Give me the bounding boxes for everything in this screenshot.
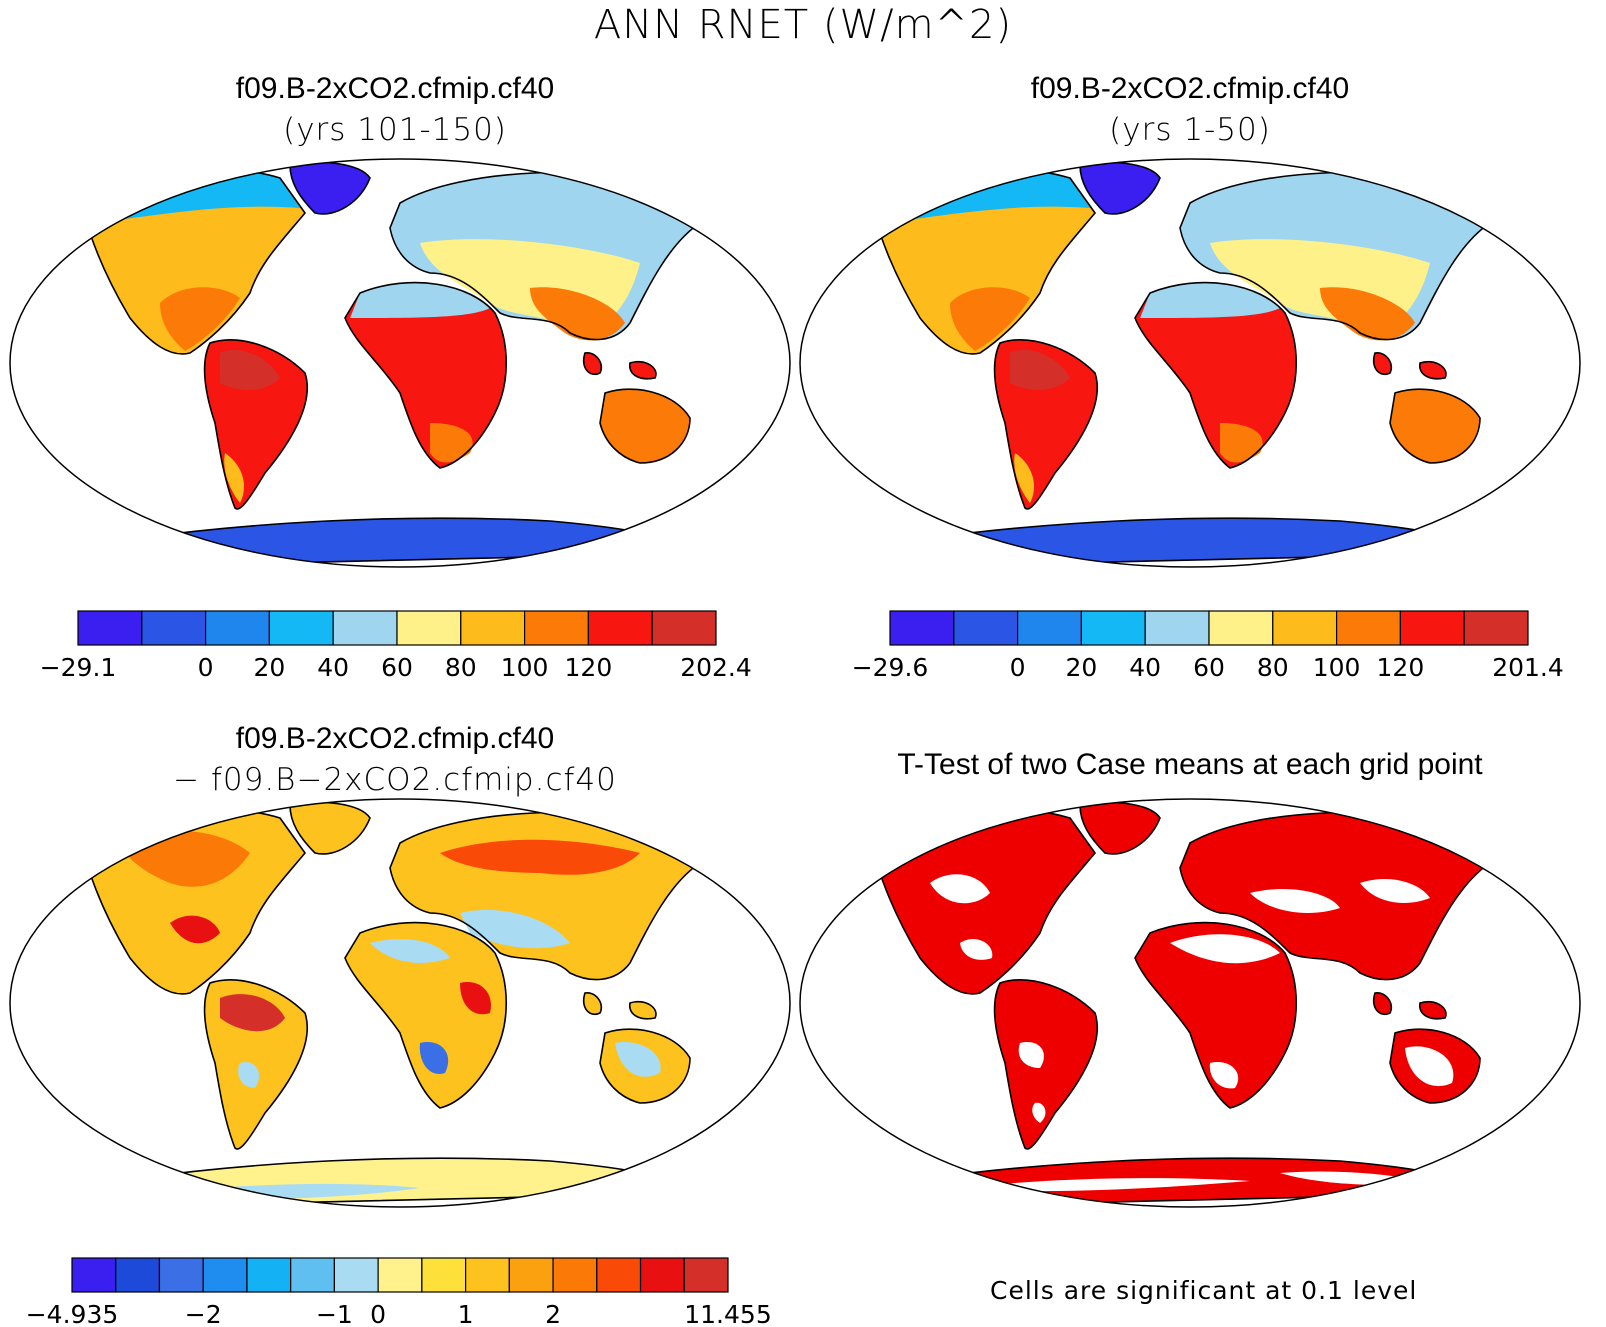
colorbar-swatch: [1463, 610, 1529, 646]
colorbar-swatch: [596, 1257, 642, 1293]
colorbar-swatch: [71, 1257, 117, 1293]
colorbar-tick-label: −4.935: [26, 1300, 119, 1327]
colorbar-swatch: [158, 1257, 204, 1293]
panel-1-title: f09.B-2xCO2.cfmip.cf40: [235, 72, 555, 105]
significance-note: Cells are significant at 0.1 level: [990, 1276, 1418, 1305]
colorbar-tick-label: 40: [1129, 653, 1161, 682]
map-frame-3: [9, 798, 791, 1208]
panel-2-subtitle: (yrs 1-50): [1109, 112, 1271, 148]
colorbar-tick-label: 120: [1377, 653, 1425, 682]
colorbar-tick-label: 0: [198, 653, 214, 682]
map-panel-1: [9, 158, 791, 568]
colorbar-tick-label: 80: [1257, 653, 1289, 682]
map-panel-3: [9, 798, 791, 1208]
colorbar-swatch: [1335, 610, 1401, 646]
colorbar-2: −29.6 0 20 40 60 80 100 120 201.4: [852, 610, 1564, 682]
colorbar-tick-label: 20: [1065, 653, 1097, 682]
map-frame-2: [799, 158, 1581, 568]
colorbar-swatch: [1399, 610, 1465, 646]
colorbar-swatch: [1208, 610, 1274, 646]
colorbar-swatch: [332, 610, 398, 646]
panel-4-title: T-Test of two Case means at each grid po…: [897, 748, 1483, 781]
panel-3-subtitle: − f09.B−2xCO2.cfmip.cf40: [173, 762, 617, 798]
colorbar-swatch: [290, 1257, 335, 1293]
colorbar-1: −29.1 0 20 40 60 80 100 120 202.4: [40, 610, 752, 682]
panel-2-title: f09.B-2xCO2.cfmip.cf40: [1030, 72, 1350, 105]
colorbar-swatch: [552, 1257, 598, 1293]
colorbar-swatch: [1080, 610, 1146, 646]
colorbar-tick-label: 201.4: [1492, 653, 1564, 682]
colorbar-swatch: [523, 610, 589, 646]
map-panel-2: [799, 158, 1581, 568]
colorbar-swatch: [115, 1257, 161, 1293]
panel-3-title: f09.B-2xCO2.cfmip.cf40: [235, 722, 555, 755]
colorbar-tick-label: 11.455: [684, 1300, 771, 1327]
colorbar-tick-label: 2: [545, 1300, 561, 1327]
colorbar-swatch: [421, 1257, 467, 1293]
colorbar-tick-label: 0: [1010, 653, 1026, 682]
colorbar-3: −4.935 −2 −1 0 1 2 11.455: [26, 1257, 772, 1327]
colorbar-swatch: [1144, 610, 1210, 646]
colorbar-swatch: [205, 610, 271, 646]
colorbar-swatch: [460, 610, 526, 646]
colorbar-swatch: [396, 610, 462, 646]
colorbar-swatch: [246, 1257, 292, 1293]
colorbar-swatch: [333, 1257, 379, 1293]
colorbar-tick-label: 100: [1313, 653, 1361, 682]
colorbar-tick-label: −29.1: [40, 653, 117, 682]
colorbar-swatch: [202, 1257, 248, 1293]
colorbar-swatch: [651, 610, 717, 646]
colorbar-tick-label: 20: [253, 653, 285, 682]
colorbar-swatch: [268, 610, 334, 646]
colorbar-swatch: [953, 610, 1019, 646]
colorbar-swatch: [1016, 610, 1082, 646]
colorbar-tick-label: −2: [185, 1300, 222, 1327]
colorbar-swatch: [508, 1257, 554, 1293]
map-frame-4: [799, 798, 1581, 1208]
colorbar-swatch: [141, 610, 207, 646]
colorbar-swatch: [377, 1257, 423, 1293]
colorbar-tick-label: −1: [316, 1300, 353, 1327]
colorbar-swatch: [639, 1257, 685, 1293]
colorbar-swatch: [465, 1257, 510, 1293]
colorbar-swatch: [889, 610, 955, 646]
colorbar-tick-label: 100: [501, 653, 549, 682]
colorbar-tick-label: 60: [1193, 653, 1225, 682]
colorbar-tick-label: −29.6: [852, 653, 929, 682]
panel-1-subtitle: (yrs 101-150): [283, 112, 507, 148]
colorbar-swatch: [1272, 610, 1338, 646]
colorbar-swatch: [587, 610, 653, 646]
colorbar-tick-label: 40: [317, 653, 349, 682]
colorbar-swatch: [683, 1257, 729, 1293]
colorbar-tick-label: 120: [565, 653, 613, 682]
colorbar-tick-label: 0: [370, 1300, 386, 1327]
colorbar-tick-label: 80: [445, 653, 477, 682]
map-frame-1: [9, 158, 791, 568]
colorbar-tick-label: 60: [381, 653, 413, 682]
colorbar-tick-label: 202.4: [680, 653, 752, 682]
colorbar-swatch: [77, 610, 143, 646]
figure-title: ANN RNET (W/m^2): [593, 2, 1013, 48]
map-panel-4: [799, 798, 1581, 1208]
colorbar-tick-label: 1: [458, 1300, 474, 1327]
